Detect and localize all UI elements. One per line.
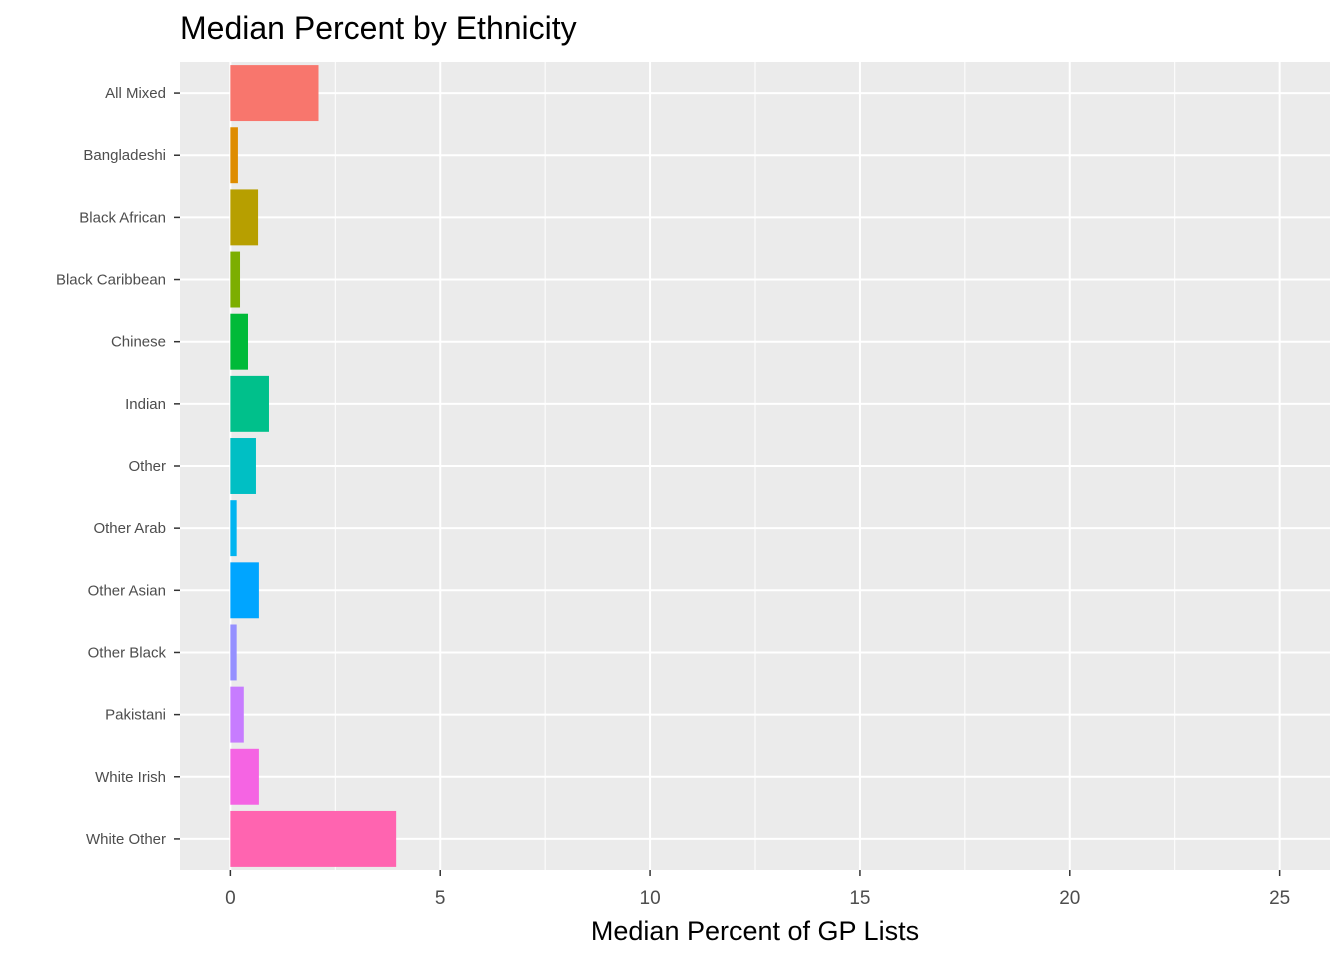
bar-other-asian xyxy=(230,562,259,619)
x-axis: 0 5 10 15 20 25 xyxy=(225,870,1290,909)
y-tick-label: Other Black xyxy=(88,644,167,661)
x-tick-label: 5 xyxy=(435,888,446,909)
bar-black-african xyxy=(230,189,259,246)
bar-white-other xyxy=(230,810,397,867)
bar-pakistani xyxy=(230,686,244,743)
bars-group xyxy=(230,65,397,867)
y-tick-label: White Irish xyxy=(95,769,166,786)
bar-white-irish xyxy=(230,748,259,805)
bar-other-arab xyxy=(230,500,237,557)
bar-bangladeshi xyxy=(230,127,238,184)
y-tick-label: Other Asian xyxy=(88,582,166,599)
y-axis: All Mixed Bangladeshi Black African Black C… xyxy=(56,85,180,848)
bar-chinese xyxy=(230,313,248,370)
y-tick-label: Other xyxy=(128,458,166,475)
y-tick-label: Chinese xyxy=(111,334,166,351)
bar-other xyxy=(230,438,256,494)
bar-all-mixed xyxy=(230,65,319,122)
chart-title: Median Percent by Ethnicity xyxy=(180,10,577,46)
y-tick-label: Other Arab xyxy=(93,520,166,537)
x-tick-label: 15 xyxy=(849,888,870,909)
x-tick-label: 25 xyxy=(1269,888,1290,909)
bar-indian xyxy=(230,375,269,432)
bar-other-black xyxy=(230,624,237,681)
x-tick-label: 10 xyxy=(640,888,661,909)
y-tick-label: White Other xyxy=(86,831,166,848)
y-tick-label: Pakistani xyxy=(105,707,166,724)
x-tick-label: 0 xyxy=(225,888,236,909)
y-tick-label: Bangladeshi xyxy=(83,147,166,164)
y-tick-label: All Mixed xyxy=(105,85,166,102)
bar-black-caribbean xyxy=(230,251,241,308)
y-tick-label: Black Caribbean xyxy=(56,272,166,289)
y-tick-label: Indian xyxy=(125,396,166,413)
x-tick-label: 20 xyxy=(1059,888,1080,909)
x-axis-title: Median Percent of GP Lists xyxy=(591,916,919,946)
y-tick-label: Black African xyxy=(79,209,166,226)
